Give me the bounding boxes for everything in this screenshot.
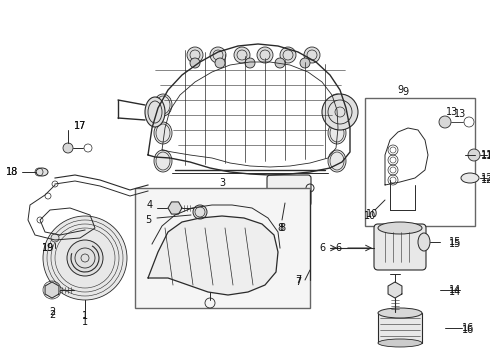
- Text: 18: 18: [6, 167, 18, 177]
- Text: 12: 12: [481, 173, 490, 183]
- Text: 3: 3: [219, 178, 225, 188]
- Text: 17: 17: [74, 121, 86, 131]
- Ellipse shape: [145, 97, 165, 127]
- Circle shape: [275, 58, 285, 68]
- Ellipse shape: [461, 173, 479, 183]
- Circle shape: [67, 240, 103, 276]
- Text: 18: 18: [6, 167, 18, 177]
- Text: 7: 7: [295, 275, 301, 285]
- Circle shape: [215, 58, 225, 68]
- Text: 9: 9: [402, 87, 408, 97]
- Ellipse shape: [154, 94, 172, 116]
- Text: 11: 11: [481, 150, 490, 160]
- Circle shape: [210, 47, 226, 63]
- Text: 12: 12: [481, 175, 490, 185]
- Bar: [135, 188, 310, 308]
- Bar: [365, 98, 475, 226]
- Text: 16: 16: [462, 323, 474, 333]
- Text: 10: 10: [364, 211, 376, 221]
- Circle shape: [190, 58, 200, 68]
- Ellipse shape: [378, 308, 422, 318]
- Text: 2: 2: [49, 307, 55, 317]
- Text: 16: 16: [462, 325, 474, 335]
- Text: 4: 4: [147, 200, 153, 210]
- Circle shape: [468, 149, 480, 161]
- Ellipse shape: [378, 222, 422, 234]
- Bar: [378, 313, 422, 343]
- Text: 11: 11: [481, 151, 490, 161]
- FancyBboxPatch shape: [374, 224, 426, 270]
- Ellipse shape: [378, 339, 422, 347]
- Ellipse shape: [154, 122, 172, 144]
- Ellipse shape: [328, 150, 346, 172]
- Text: 14: 14: [449, 287, 461, 297]
- Text: 1: 1: [82, 311, 88, 321]
- Circle shape: [51, 234, 59, 242]
- Text: 8: 8: [279, 223, 285, 233]
- Circle shape: [245, 58, 255, 68]
- Circle shape: [304, 47, 320, 63]
- Circle shape: [234, 47, 250, 63]
- Ellipse shape: [154, 150, 172, 172]
- Ellipse shape: [36, 168, 48, 176]
- Text: 9: 9: [397, 85, 403, 95]
- Circle shape: [439, 116, 451, 128]
- Circle shape: [63, 143, 73, 153]
- Text: 14: 14: [449, 285, 461, 295]
- Circle shape: [43, 216, 127, 300]
- Text: 13: 13: [446, 107, 458, 117]
- Ellipse shape: [328, 122, 346, 144]
- Text: 6: 6: [319, 243, 325, 253]
- Circle shape: [322, 94, 358, 130]
- Text: 5: 5: [145, 215, 151, 225]
- Text: 2: 2: [49, 310, 55, 320]
- Text: 15: 15: [449, 237, 461, 247]
- Text: 10: 10: [366, 209, 378, 219]
- Text: 1: 1: [82, 317, 88, 327]
- Circle shape: [257, 47, 273, 63]
- Text: 19: 19: [42, 243, 54, 253]
- Text: 7: 7: [295, 277, 301, 287]
- Circle shape: [300, 58, 310, 68]
- Text: 15: 15: [449, 239, 461, 249]
- Text: 17: 17: [74, 121, 86, 131]
- Polygon shape: [148, 216, 278, 295]
- Polygon shape: [168, 202, 182, 214]
- Text: 13: 13: [454, 109, 466, 119]
- Text: 19: 19: [42, 243, 54, 253]
- Ellipse shape: [193, 205, 207, 219]
- Text: 8: 8: [277, 223, 283, 233]
- Circle shape: [280, 47, 296, 63]
- Circle shape: [187, 47, 203, 63]
- FancyBboxPatch shape: [267, 175, 311, 206]
- Ellipse shape: [418, 233, 430, 251]
- Text: 6: 6: [335, 243, 341, 253]
- Polygon shape: [45, 282, 59, 298]
- Ellipse shape: [328, 94, 346, 116]
- Polygon shape: [388, 282, 402, 298]
